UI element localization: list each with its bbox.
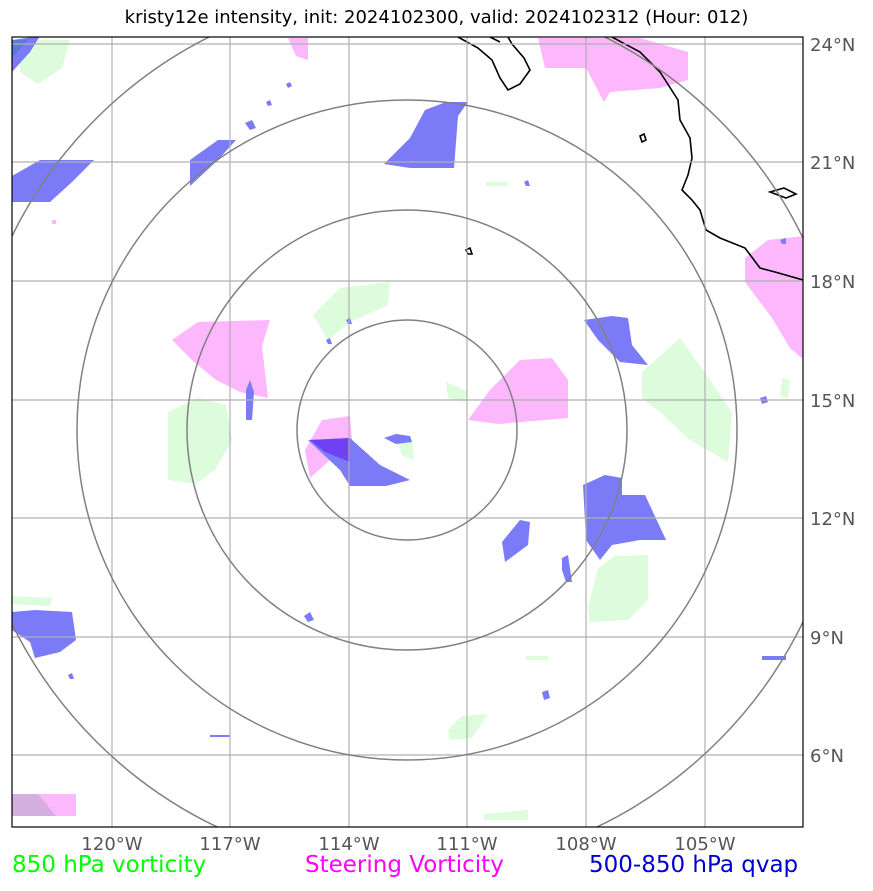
lon-tick-label: 120°W	[81, 834, 142, 855]
lon-tick-label: 105°W	[674, 834, 735, 855]
latitude-labels: 24°N 21°N 18°N 15°N 12°N 9°N 6°N	[810, 35, 855, 767]
lon-tick-label: 111°W	[436, 834, 497, 855]
range-rings	[12, 37, 803, 827]
range-ring-3	[76, 99, 738, 761]
graticule	[12, 37, 803, 827]
map-title: kristy12e intensity, init: 2024102300, v…	[124, 7, 749, 28]
lat-tick-label: 21°N	[810, 153, 855, 174]
legend-850-hpa-vorticity: 850 hPa vorticity	[12, 852, 207, 878]
lat-tick-label: 24°N	[810, 35, 855, 56]
legend-qvap: 500-850 hPa qvap	[589, 852, 799, 878]
map-frame	[11, 36, 804, 828]
lon-tick-label: 117°W	[199, 834, 260, 855]
lon-tick-label: 108°W	[555, 834, 616, 855]
coastline	[457, 37, 803, 281]
lat-tick-label: 9°N	[810, 628, 844, 649]
lon-tick-label: 114°W	[318, 834, 379, 855]
lat-tick-label: 12°N	[810, 509, 855, 530]
range-ring-2	[186, 209, 628, 651]
legend-steering-vorticity: Steering Vorticity	[305, 852, 504, 878]
lat-tick-label: 15°N	[810, 391, 855, 412]
range-ring-1	[296, 319, 518, 541]
lat-tick-label: 18°N	[810, 272, 855, 293]
longitude-labels: 120°W 117°W 114°W 111°W 108°W 105°W	[81, 834, 735, 855]
lat-tick-label: 6°N	[810, 746, 844, 767]
